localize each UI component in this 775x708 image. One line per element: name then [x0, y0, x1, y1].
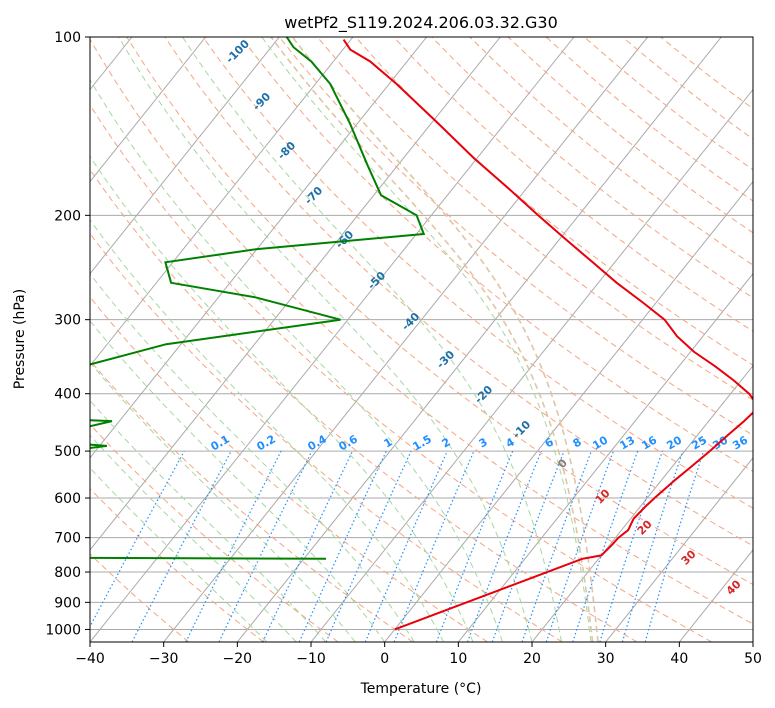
- y-axis-title: Pressure (hPa): [12, 289, 28, 389]
- mixing-ratio-line: [185, 450, 282, 642]
- y-tick-label: 100: [54, 30, 81, 46]
- moist-adiabat: [90, 320, 386, 642]
- mixing-ratio-line: [364, 450, 448, 642]
- dry-adiabat: [317, 37, 753, 401]
- isotherm: [457, 272, 753, 642]
- chart-title: wetPf2_S119.2024.206.03.32.G30: [284, 13, 558, 33]
- moist-adiabat: [90, 155, 474, 642]
- y-tick-label: 900: [54, 595, 81, 611]
- dewpoint-profile: [90, 37, 426, 560]
- dry-adiabat: [90, 104, 712, 642]
- moist-adiabat: [182, 37, 562, 642]
- x-tick-label: 30: [597, 651, 615, 667]
- background-grid: [90, 37, 753, 642]
- x-tick-label: −30: [149, 651, 179, 667]
- mixing-ratio-line: [572, 450, 639, 642]
- isotherm: [605, 457, 753, 642]
- mixing-ratio-line: [393, 450, 475, 642]
- mixing-ratio-line: [325, 450, 412, 642]
- moist-adiabat: [90, 434, 297, 642]
- x-tick-label: 10: [449, 651, 467, 667]
- dry-adiabat: [90, 232, 563, 642]
- y-tick-label: 800: [54, 565, 81, 581]
- x-tick-label: −20: [223, 651, 253, 667]
- x-tick-label: 0: [380, 651, 389, 667]
- temperature-profile: [342, 39, 753, 631]
- mixing-ratio-line: [599, 450, 663, 642]
- x-tick-label: 40: [670, 651, 688, 667]
- mixing-ratio-line: [521, 450, 592, 642]
- moist-adiabat: [90, 467, 268, 642]
- dry-adiabat: [202, 37, 753, 509]
- mixing-ratio-line: [491, 450, 565, 642]
- dry-adiabat: [90, 359, 414, 642]
- x-tick-label: 50: [744, 651, 762, 667]
- moist-adiabat: [90, 219, 445, 642]
- dry-adiabat: [355, 37, 753, 366]
- moist-adiabat: [291, 37, 599, 642]
- mixing-ratio-line: [435, 450, 514, 642]
- dry-adiabat: [126, 37, 753, 586]
- isotherm: [163, 37, 649, 642]
- isotherm: [90, 37, 354, 367]
- y-tick-label: 300: [54, 313, 81, 329]
- dry-adiabat: [90, 423, 339, 642]
- y-tick-label: 1000: [45, 622, 81, 638]
- y-tick-label: 200: [54, 208, 81, 224]
- x-tick-label: −40: [75, 651, 105, 667]
- mixing-ratio-line: [545, 450, 614, 642]
- plot-frame: [89, 36, 754, 643]
- y-tick-label: 400: [54, 387, 81, 403]
- mixing-ratio-line: [466, 450, 542, 642]
- y-tick-label: 700: [54, 531, 81, 547]
- moist-adiabat: [261, 37, 592, 642]
- dry-adiabat: [90, 553, 190, 642]
- isotherm: [90, 37, 575, 642]
- moist-adiabat: [90, 273, 415, 642]
- moist-adiabat: [90, 78, 503, 642]
- isotherm: [90, 37, 428, 459]
- profiles: [90, 37, 753, 631]
- axis-ticks: −40 −30 −20 −10 0 10 20 30 40 50 100 200 300 400 500 60…: [45, 30, 762, 667]
- isotherm: [90, 37, 207, 183]
- mixing-ratio-line: [644, 450, 705, 642]
- dry-adiabat: [278, 37, 753, 436]
- isotherm: [384, 180, 753, 642]
- y-tick-label: 600: [54, 491, 81, 507]
- mixing-ratio-line: [90, 450, 185, 628]
- dry-adiabat: [164, 37, 753, 547]
- moist-adiabat: [118, 37, 533, 642]
- isotherm: [236, 37, 722, 642]
- x-tick-label: 20: [523, 651, 541, 667]
- mixing-ratio-line: [621, 450, 684, 642]
- dry-adiabat: [90, 38, 753, 625]
- isotherm: [90, 37, 501, 551]
- dry-adiabat: [90, 168, 638, 642]
- x-axis-title: Temperature (°C): [360, 681, 482, 697]
- dry-adiabat: [90, 296, 488, 642]
- x-tick-label: −10: [296, 651, 326, 667]
- isotherm: [531, 364, 753, 642]
- moist-adiabat: [270, 37, 594, 642]
- dry-adiabat: [393, 37, 753, 332]
- y-tick-label: 500: [54, 444, 81, 460]
- isotherm: [90, 37, 280, 275]
- moist-adiabat: [90, 361, 356, 642]
